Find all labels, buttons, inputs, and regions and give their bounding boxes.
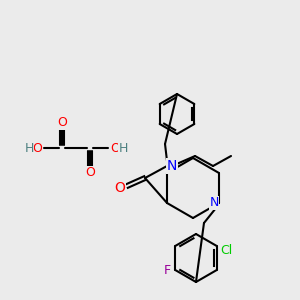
Text: O: O (85, 167, 95, 179)
Text: N: N (167, 159, 177, 173)
Text: N: N (209, 196, 219, 209)
Text: F: F (164, 263, 171, 277)
Text: O: O (110, 142, 120, 154)
Text: H: H (24, 142, 34, 154)
Text: Cl: Cl (220, 244, 233, 257)
Text: O: O (115, 181, 125, 195)
Text: O: O (32, 142, 42, 154)
Text: O: O (57, 116, 67, 130)
Text: H: H (118, 142, 128, 154)
